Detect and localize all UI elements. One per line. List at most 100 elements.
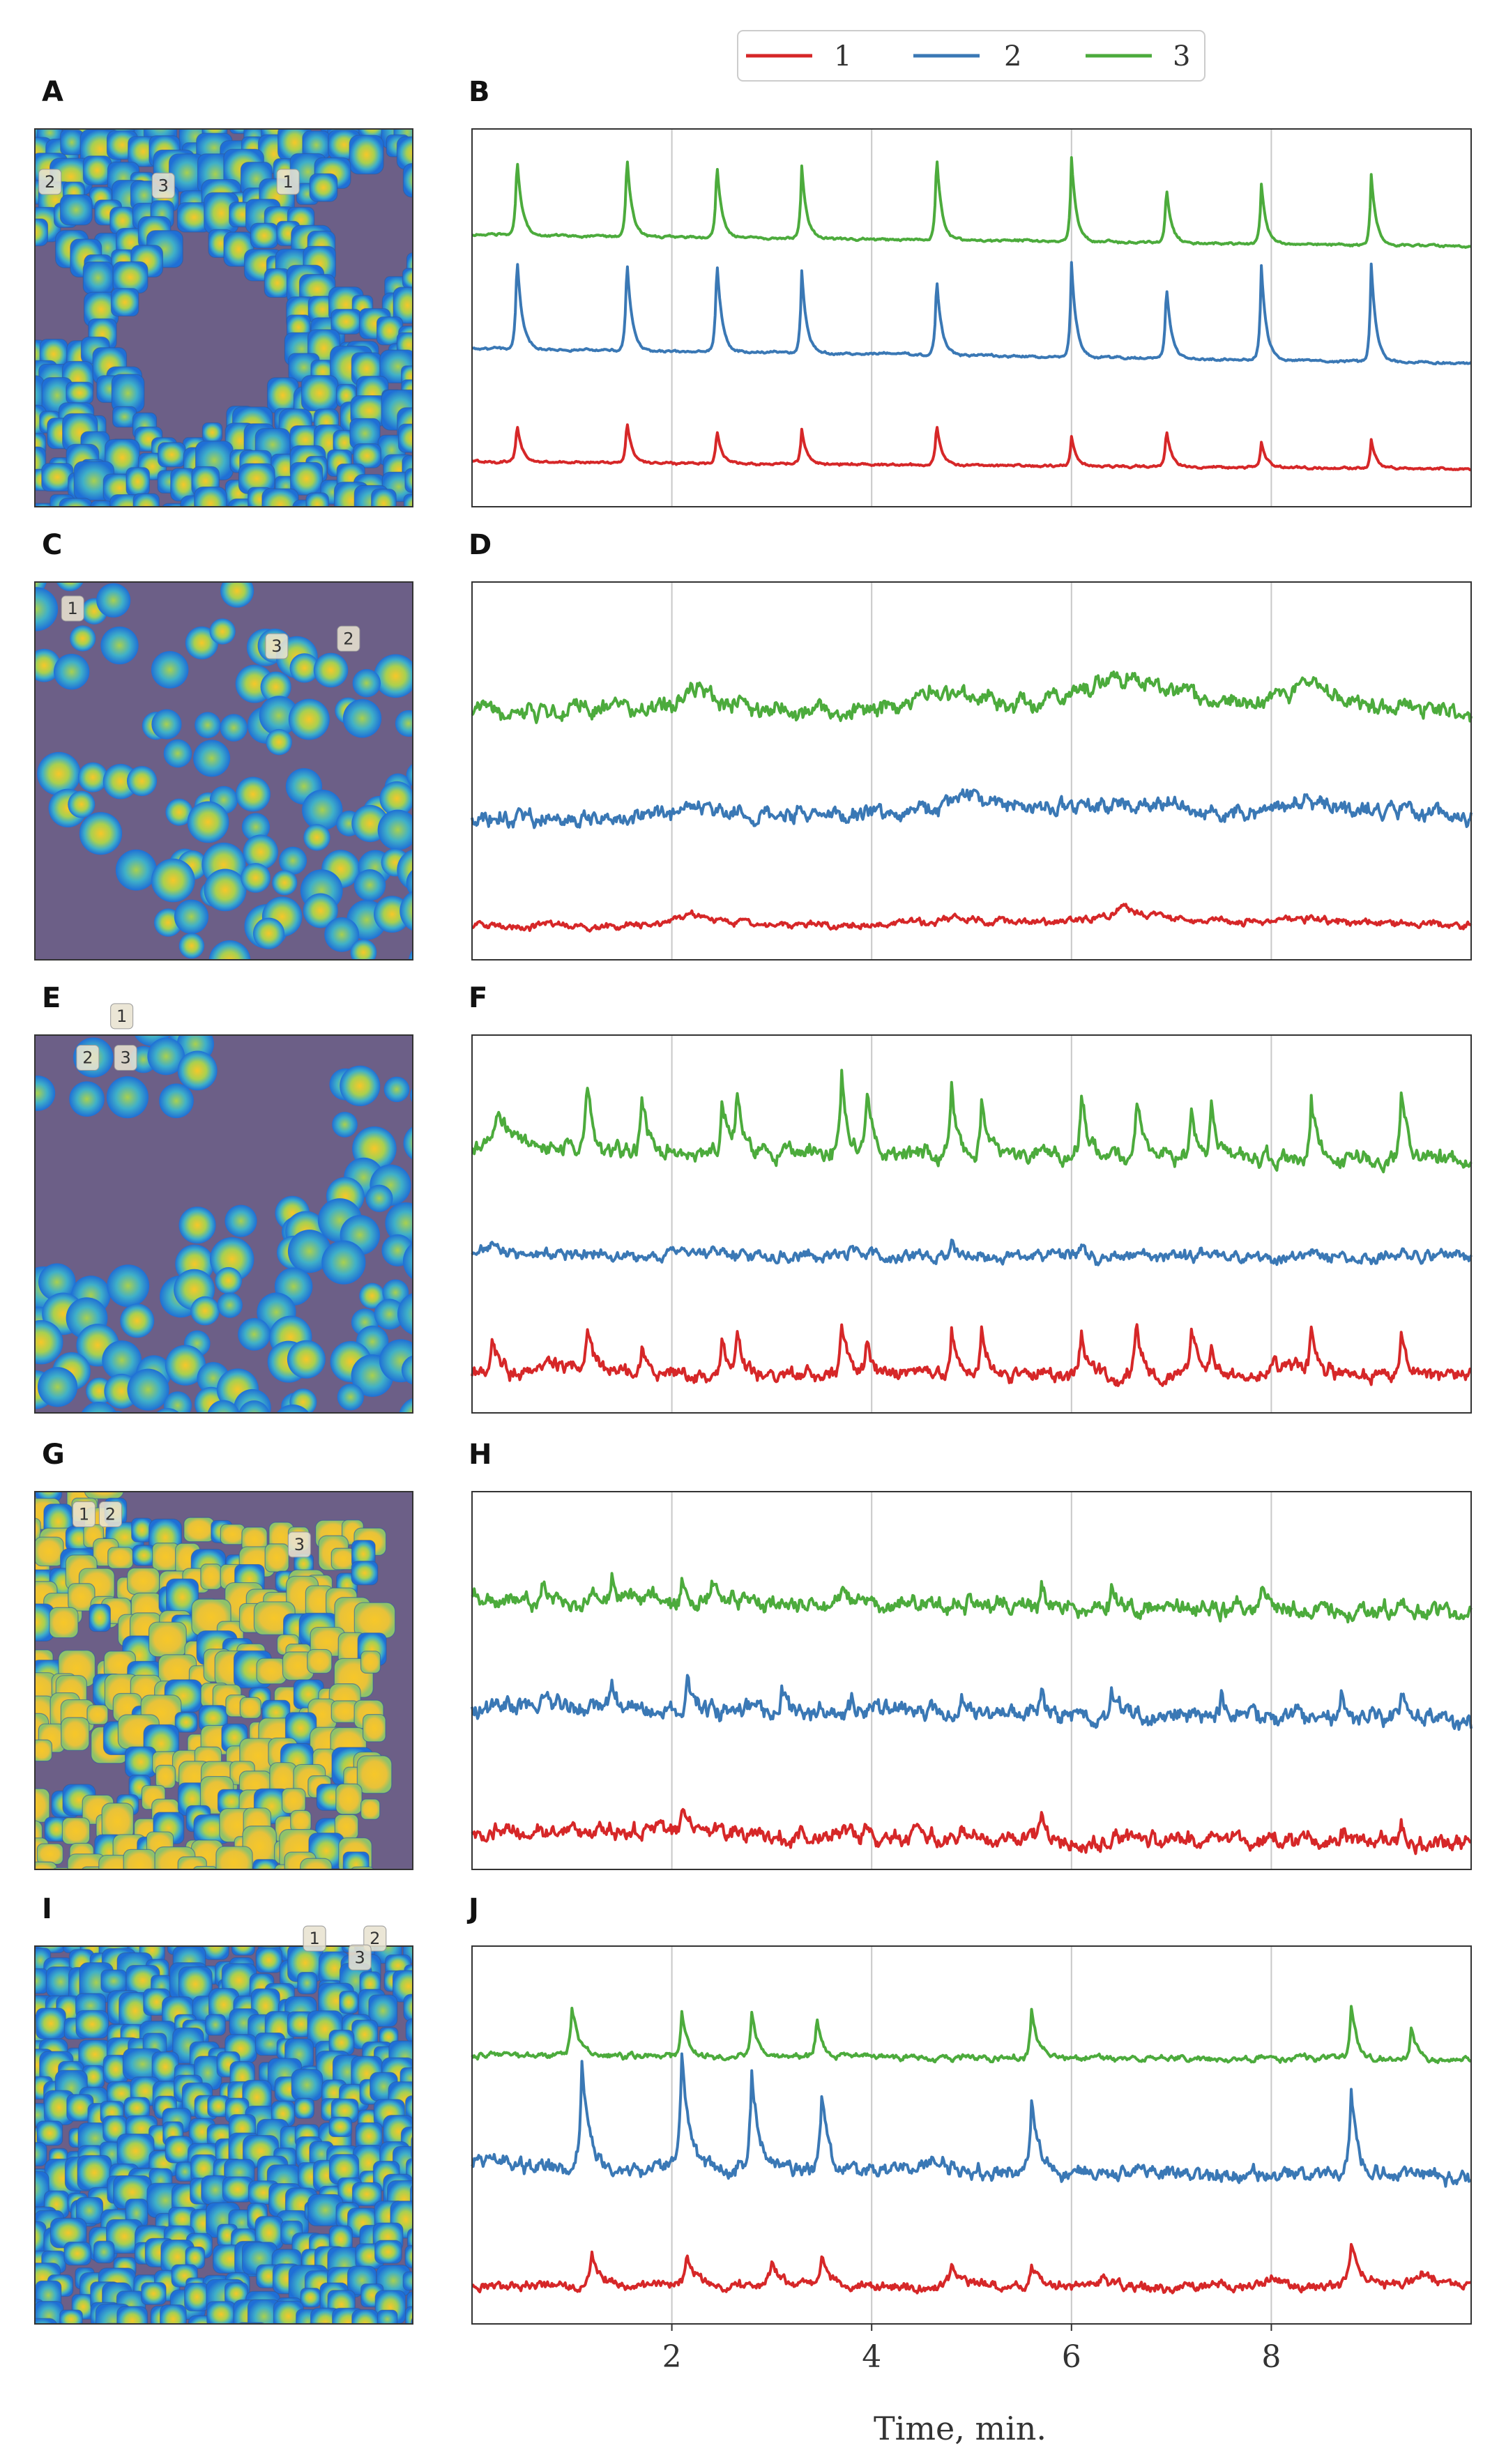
legend-label-1: 1	[834, 40, 851, 72]
roi-marker-icon	[276, 169, 300, 195]
cell	[165, 1345, 206, 1386]
roi-marker-icon	[151, 172, 175, 199]
cell	[287, 1230, 331, 1273]
cell	[52, 1867, 75, 1869]
cell	[411, 2317, 413, 2324]
cell	[294, 2097, 314, 2119]
x-tick-label: 2	[662, 2339, 682, 2375]
cell	[35, 1739, 53, 1762]
cell	[350, 939, 377, 960]
cell	[420, 1977, 443, 2005]
cell	[284, 2327, 315, 2353]
cell	[201, 1946, 229, 1960]
series-line-2	[471, 261, 1473, 366]
roi-marker-2: 2	[363, 1925, 387, 1952]
series-line-1	[471, 2242, 1472, 2295]
cell	[425, 2271, 447, 2293]
cell-layer	[35, 1035, 413, 1447]
roi-label: 1	[282, 172, 293, 192]
cell	[309, 173, 338, 202]
cell	[342, 699, 382, 738]
cell	[100, 1969, 128, 1993]
cell	[41, 2332, 65, 2355]
roi-label: 3	[158, 176, 169, 195]
cell	[194, 2327, 226, 2364]
cell	[402, 2271, 413, 2291]
cell	[205, 2014, 226, 2036]
cell	[418, 2249, 451, 2283]
cell	[393, 286, 413, 324]
map-frame	[34, 1945, 413, 2325]
cell	[252, 1859, 278, 1869]
roi-marker-2: 2	[98, 1501, 122, 1528]
cell	[368, 1994, 398, 2028]
cell	[37, 751, 81, 796]
trace-panel-b: B	[469, 76, 1473, 507]
cell	[163, 1391, 192, 1413]
trace-panel-j: J	[466, 1893, 1473, 2325]
cell	[412, 1191, 413, 1198]
panel-letter: D	[469, 529, 492, 561]
cell	[403, 493, 413, 507]
cell	[178, 1207, 216, 1244]
cell	[217, 1292, 243, 1318]
cell	[192, 1866, 218, 1869]
cell	[187, 801, 229, 843]
cell	[158, 442, 186, 468]
cell	[110, 1411, 125, 1413]
cell	[421, 2201, 448, 2232]
cell	[126, 467, 150, 496]
cell	[351, 2182, 382, 2207]
cell	[75, 2335, 105, 2365]
cell	[162, 503, 191, 507]
cell	[100, 626, 139, 665]
cell-layer	[35, 129, 413, 507]
cell	[239, 1697, 261, 1719]
cell	[301, 375, 339, 412]
cell	[116, 2306, 149, 2324]
cell	[410, 1087, 413, 1103]
cell	[303, 893, 338, 928]
cell	[420, 645, 446, 672]
cell	[207, 1400, 240, 1413]
roi-label: 2	[82, 1048, 93, 1068]
cell	[120, 1303, 155, 1338]
cell	[383, 1076, 410, 1103]
cell	[35, 2301, 64, 2324]
map-panel-g: G 1 2 3	[34, 1439, 413, 1870]
roi-marker-1: 1	[61, 595, 84, 622]
cell	[132, 1415, 165, 1447]
cell	[184, 2282, 210, 2312]
cell	[148, 1621, 187, 1658]
cell	[423, 2291, 456, 2321]
cell	[379, 1339, 413, 1383]
panel-letter: A	[42, 76, 63, 108]
roi-label: 3	[271, 636, 282, 656]
cell	[132, 1545, 156, 1566]
cell	[37, 1367, 78, 1407]
cell	[401, 1355, 413, 1385]
panel-letter: G	[42, 1439, 65, 1471]
roi-marker-icon	[110, 1003, 134, 1030]
cell	[190, 1296, 220, 1326]
plot-frame	[471, 1491, 1472, 1870]
cell	[351, 2309, 379, 2324]
plot-frame	[471, 128, 1472, 507]
x-axis-title: Time, min.	[874, 2410, 1047, 2447]
cell	[374, 1299, 405, 1330]
cell	[279, 846, 307, 875]
cell	[59, 498, 93, 507]
series-line-1	[471, 1323, 1472, 1387]
cell	[259, 696, 299, 736]
roi-marker-2: 2	[38, 169, 62, 195]
cell	[35, 218, 49, 247]
cell	[324, 917, 360, 952]
map-frame	[34, 128, 413, 507]
cell	[102, 1340, 142, 1380]
series-line-2	[471, 788, 1473, 829]
cell	[359, 1283, 386, 1309]
cell	[278, 2339, 303, 2364]
cell	[276, 965, 309, 998]
cell	[194, 487, 227, 507]
